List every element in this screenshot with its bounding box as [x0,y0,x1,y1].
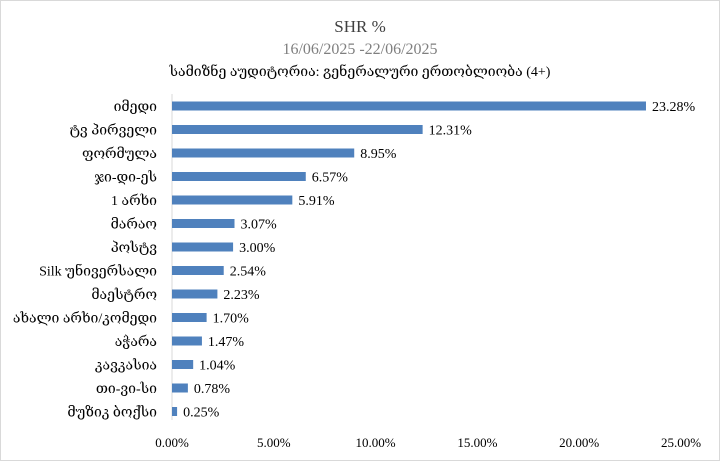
chart-subtitle-dates: 16/06/2025 -22/06/2025 [282,41,438,58]
bar [172,172,306,181]
category-label: მუზიკ ბოქსი [67,404,157,421]
bar [172,336,202,346]
category-label: ჯი-დი-ეს [94,169,157,186]
category-label: 1 არხი [111,192,157,209]
bar [172,125,423,134]
bar [172,219,235,228]
x-tick-label: 15.00% [457,435,497,450]
bar [172,407,178,416]
category-label: აჭარა [115,333,157,350]
bar [172,195,293,205]
x-tick-label: 10.00% [356,435,396,450]
data-label: 1.47% [208,335,245,350]
x-tick-label: 5.00% [257,435,291,450]
bar [172,101,646,111]
category-label: მაესტრო [91,286,157,303]
category-label: იმედი [114,98,158,115]
bar [172,383,188,393]
data-label: 1.04% [199,359,236,374]
bar [172,360,194,369]
category-label: ტვ პირველი [69,122,157,139]
data-label: 8.95% [360,147,397,162]
data-label: 2.54% [230,265,267,280]
bar [172,148,355,158]
x-tick-label: 25.00% [661,435,701,450]
data-label: 5.91% [298,194,335,209]
data-label: 0.25% [183,406,220,421]
category-label: ახალი არხი/კომედი [13,310,157,327]
bar [172,266,224,275]
x-tick-label: 20.00% [559,435,599,450]
data-label: 0.78% [194,382,231,397]
category-label: პოსტვ [111,239,158,256]
data-label: 12.31% [429,124,473,139]
category-label: Silk უნივერსალი [39,262,157,280]
chart-subtitle-audience: სამიზნე აუდიტორია: გენერალური ერთობლიობა… [169,65,551,80]
bar [172,242,234,252]
bar [172,313,207,322]
data-label: 1.70% [213,312,250,327]
data-label: 2.23% [223,288,260,303]
category-label: მარაო [111,216,157,233]
data-label: 3.00% [239,241,276,256]
data-label: 23.28% [652,100,696,115]
data-label: 3.07% [241,218,277,233]
x-tick-label: 0.00% [155,435,189,450]
chart-title: SHR % [334,17,386,36]
data-label: 6.57% [312,171,349,186]
category-label: კავკასია [95,357,157,374]
category-label: ფორმულა [82,145,157,162]
category-label: თი-ვი-სი [96,380,157,397]
bar [172,289,218,299]
